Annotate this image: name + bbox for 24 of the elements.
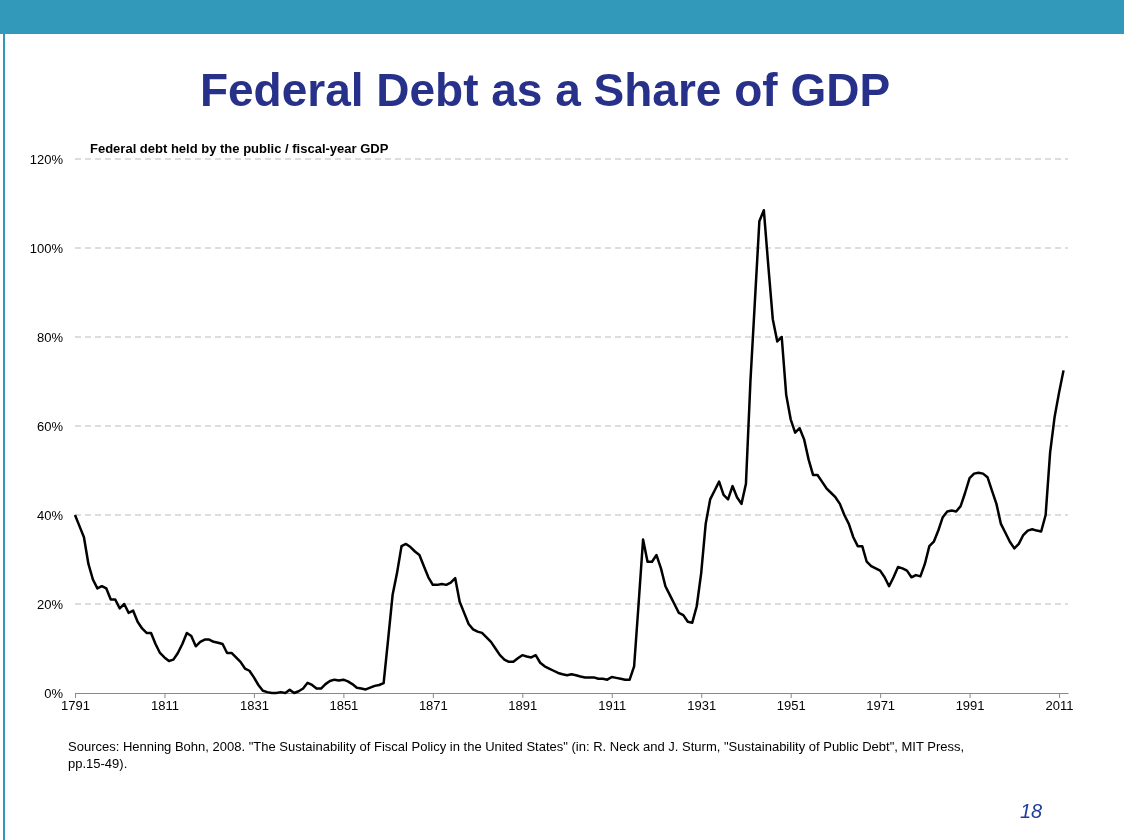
- x-tick-label: 1991: [955, 698, 985, 714]
- x-tick-label: 1871: [418, 698, 448, 714]
- x-tick-label: 1971: [866, 698, 896, 714]
- y-tick-label: 60%: [36, 418, 64, 434]
- y-tick-label: 120%: [29, 151, 64, 167]
- x-tick-label: 1851: [329, 698, 359, 714]
- y-tick-label: 80%: [36, 329, 64, 345]
- source-note: Sources: Henning Bohn, 2008. "The Sustainability of Fiscal Policy in the United States" (in: R. Neck and J. Sturm, "Sustainability of Public Debt", MIT Press, pp.15-49).: [68, 738, 966, 772]
- x-tick-label: 1891: [508, 698, 538, 714]
- y-tick-label: 0%: [44, 685, 64, 701]
- x-tick-label: 1911: [598, 698, 627, 714]
- line-series: [73, 208, 1065, 695]
- y-axis-title: Federal debt held by the public / fiscal-year GDP: [90, 141, 389, 156]
- x-tick-label: 1951: [776, 698, 806, 714]
- y-tick-label: 40%: [36, 507, 64, 523]
- x-tick-label: 1931: [687, 698, 717, 714]
- chart-title: Federal Debt as a Share of GDP: [199, 64, 891, 116]
- x-tick-label: 1831: [239, 698, 269, 714]
- x-tick-label: 1811: [150, 698, 179, 714]
- x-tick-label: 1791: [61, 698, 90, 714]
- x-tick-label: 2011: [1045, 698, 1074, 714]
- y-tick-label: 20%: [36, 596, 64, 612]
- y-tick-label: 100%: [29, 240, 64, 256]
- text: 18: [1020, 800, 1043, 823]
